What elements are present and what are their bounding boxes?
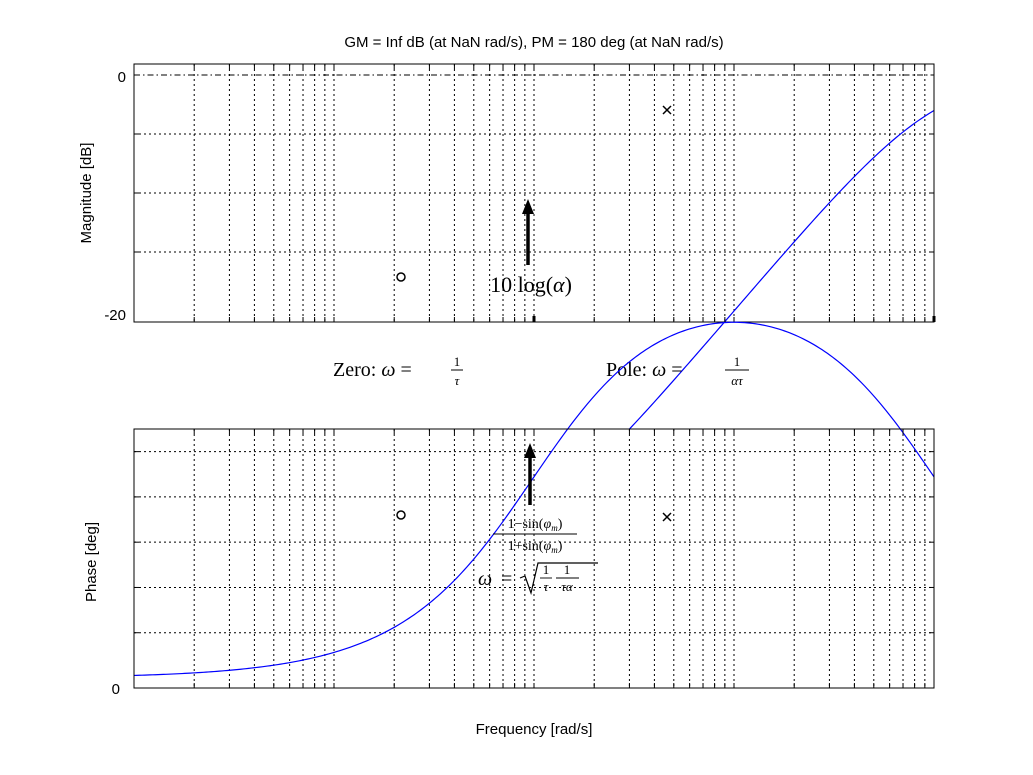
svg-text:1: 1 bbox=[734, 354, 741, 369]
svg-text:τα: τα bbox=[561, 579, 574, 594]
pole-annotation: Pole: ω = bbox=[606, 359, 683, 381]
xlabel: Frequency [rad/s] bbox=[476, 721, 593, 738]
svg-text:ατ: ατ bbox=[731, 373, 744, 388]
magnitude-ytick-minus20: -20 bbox=[104, 307, 126, 324]
svg-text:1: 1 bbox=[454, 354, 461, 369]
magnitude-ytick-0: 0 bbox=[118, 69, 126, 86]
magnitude-ticks bbox=[134, 64, 936, 322]
phase-pole-marker bbox=[662, 512, 672, 522]
magnitude-grid bbox=[134, 64, 934, 322]
phase-ylabel: Phase [deg] bbox=[83, 522, 100, 602]
svg-text:1: 1 bbox=[543, 562, 550, 577]
phase-zero-marker bbox=[396, 510, 406, 520]
pole-fraction: 1 ατ bbox=[725, 354, 749, 388]
zero-annotation: Zero: ω = bbox=[333, 359, 412, 381]
zero-fraction: 1 τ bbox=[451, 354, 463, 388]
magnitude-pole-marker bbox=[662, 105, 672, 115]
svg-text:τ: τ bbox=[544, 579, 550, 594]
phase-arrow bbox=[524, 443, 536, 505]
svg-text:1: 1 bbox=[564, 562, 571, 577]
magnitude-arrow-label: 10 log(α) bbox=[490, 272, 572, 297]
svg-text:=: = bbox=[501, 568, 512, 590]
magnitude-panel: 0 -20 Magnitude [dB] 10 log(α) bbox=[78, 63, 936, 548]
figure-title: GM = Inf dB (at NaN rad/s), PM = 180 deg… bbox=[344, 34, 723, 51]
phase-curve bbox=[133, 321, 935, 677]
phase-grid bbox=[134, 429, 934, 688]
svg-text:1−sin(φm): 1−sin(φm) bbox=[508, 517, 563, 533]
svg-text:ω: ω bbox=[478, 568, 492, 590]
magnitude-ylabel: Magnitude [dB] bbox=[78, 143, 95, 244]
phase-ticks bbox=[134, 429, 934, 688]
phase-omega-formula: ω = 1 τ 1 τα bbox=[478, 562, 598, 596]
phase-panel: 0 Phase [deg] 1−sin(φm) 1+sin(φm) ω = 1 … bbox=[83, 321, 935, 698]
phase-ytick-0: 0 bbox=[112, 681, 120, 698]
svg-text:τ: τ bbox=[455, 373, 461, 388]
magnitude-zero-marker bbox=[396, 272, 406, 282]
svg-text:1+sin(φm): 1+sin(φm) bbox=[508, 539, 563, 555]
phase-arrow-fraction: 1−sin(φm) 1+sin(φm) bbox=[493, 517, 577, 555]
magnitude-arrow bbox=[522, 199, 534, 265]
